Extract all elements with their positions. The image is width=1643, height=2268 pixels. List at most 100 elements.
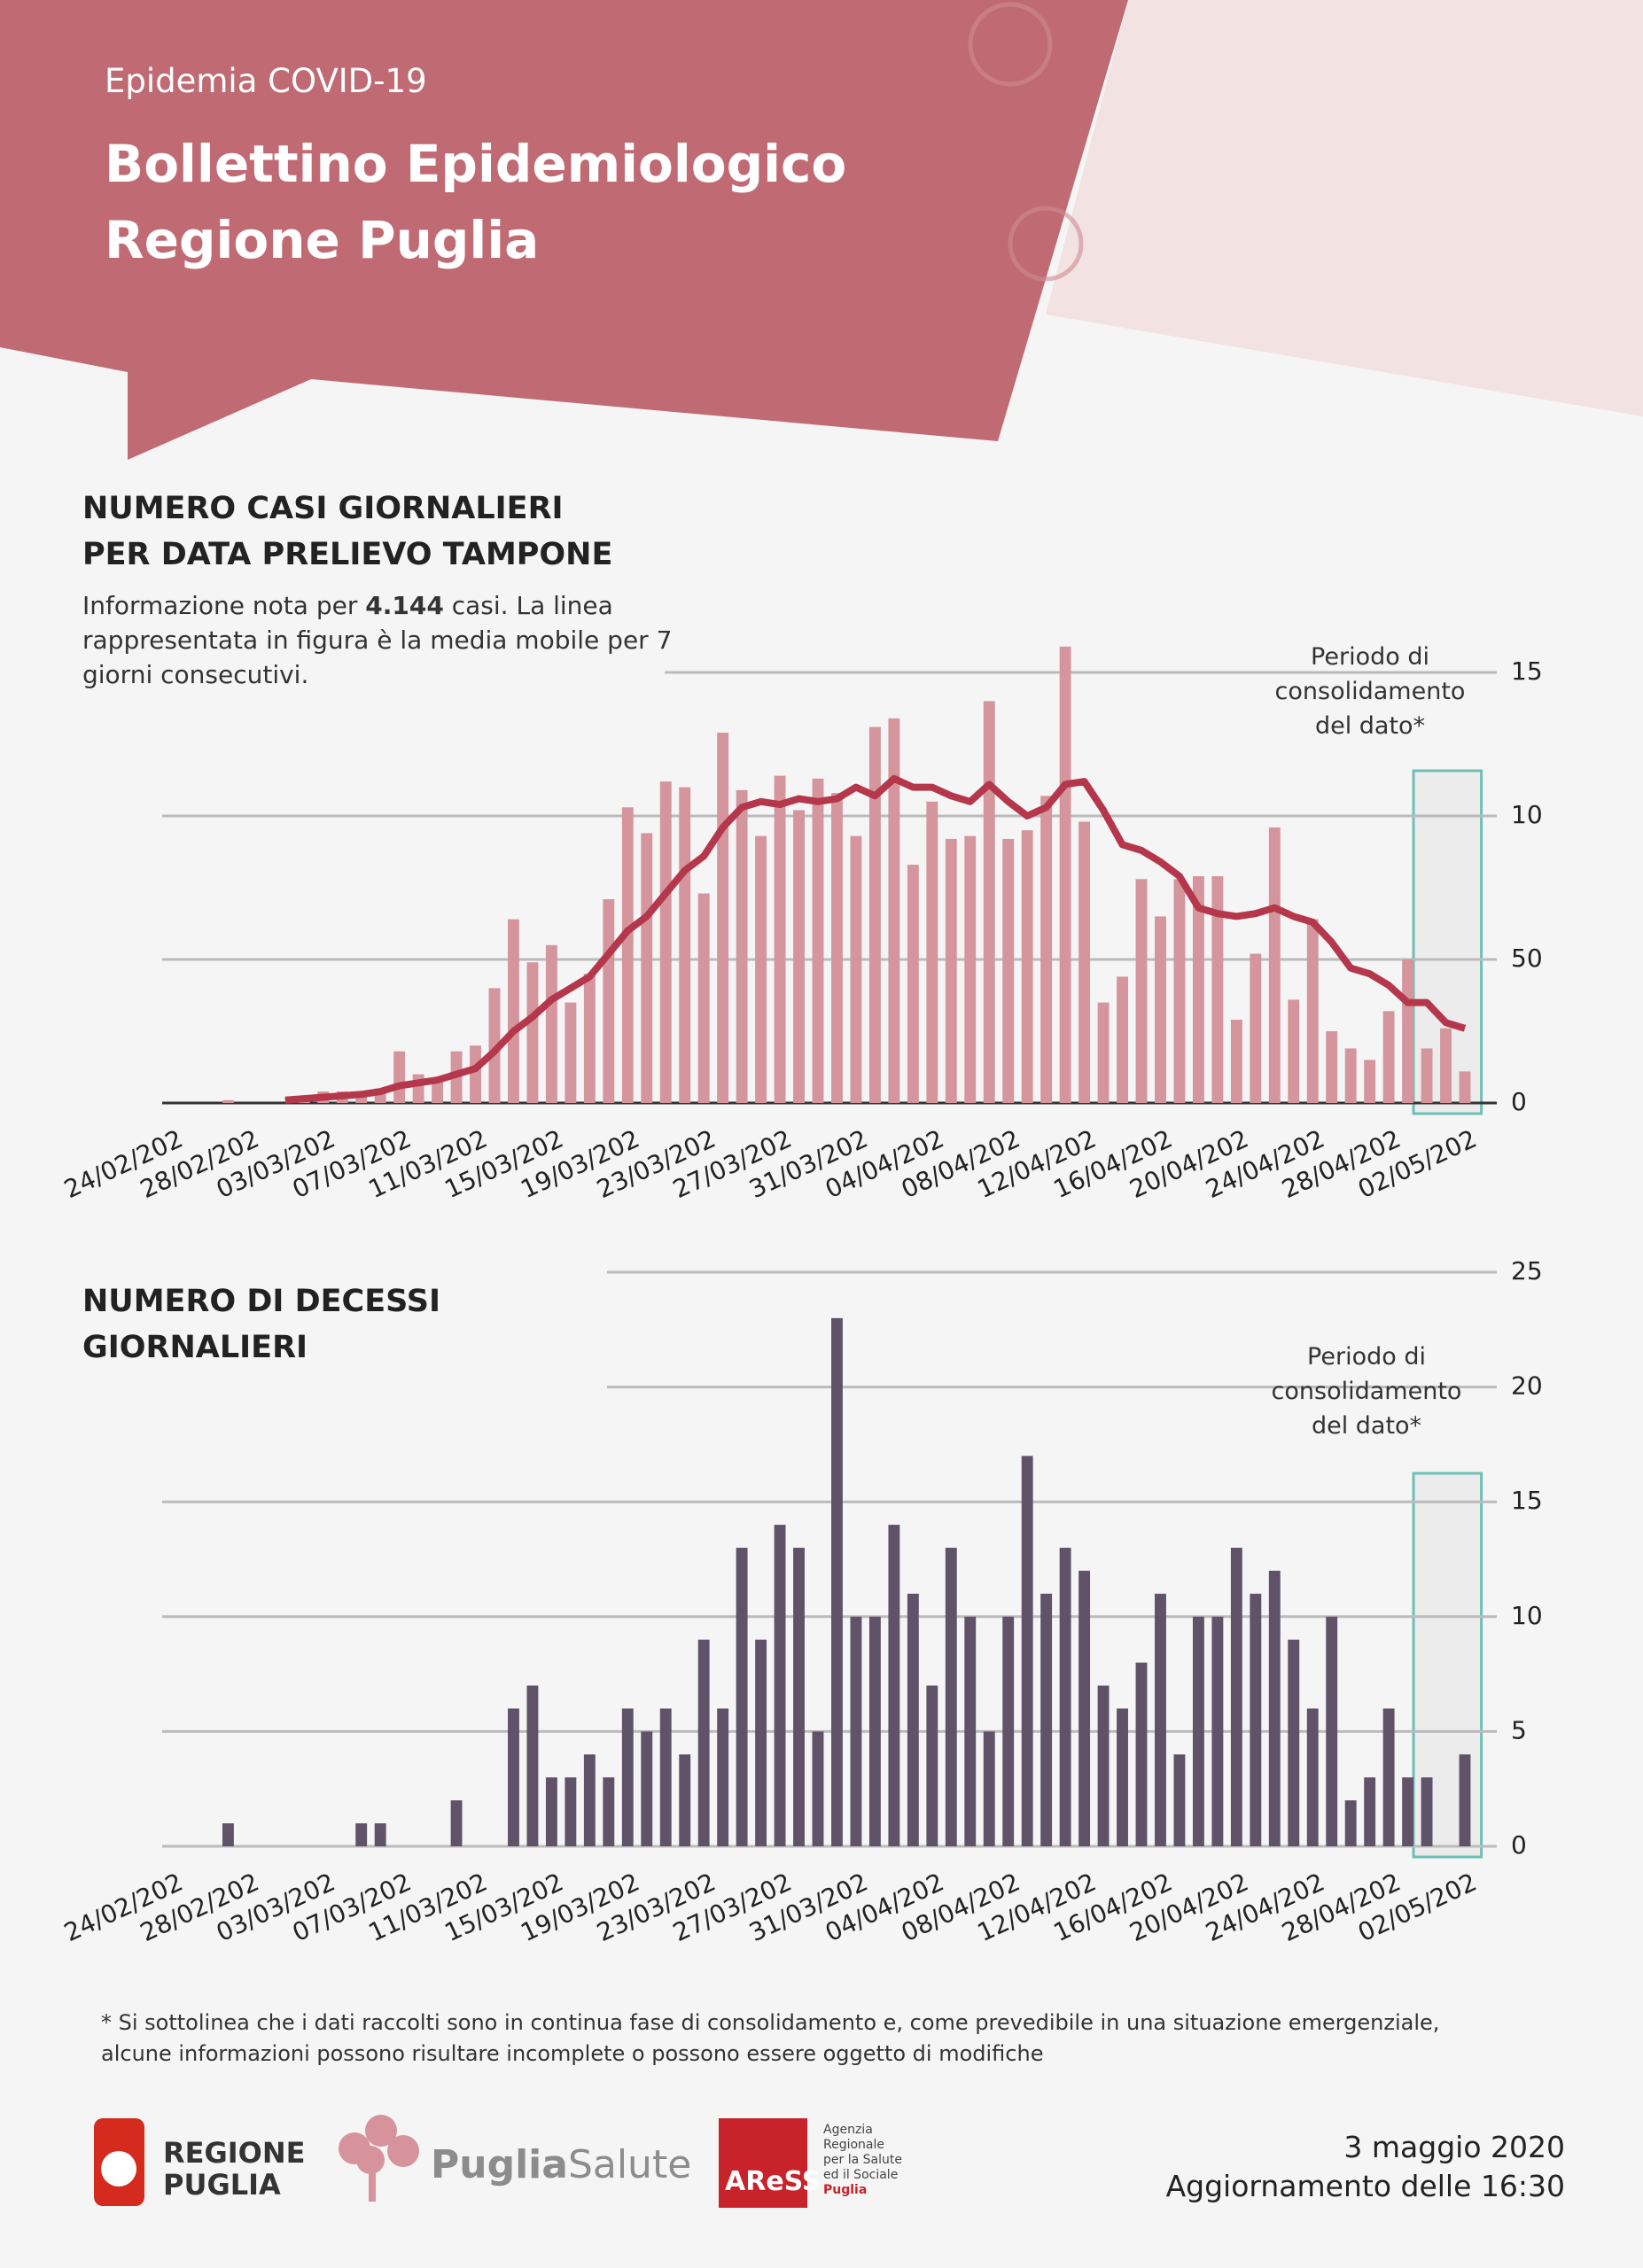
aress-name: Agenzia Regionale per la Salute ed il Socia… — [823, 2123, 902, 2198]
annotation-line: Periodo di — [1307, 1343, 1426, 1371]
bar — [1440, 1028, 1452, 1103]
bar — [907, 1593, 919, 1846]
annotation-line: del dato* — [1311, 1412, 1422, 1440]
bar — [755, 835, 767, 1103]
bar — [355, 1823, 368, 1846]
bar — [736, 1548, 748, 1846]
annotation: Periodo di consolidamento del dato* — [1264, 640, 1476, 743]
bar — [755, 1639, 767, 1846]
bar — [393, 1051, 406, 1103]
bar — [831, 1317, 843, 1846]
bar — [1173, 1754, 1186, 1846]
y-tick-label: 15 — [1511, 1486, 1543, 1515]
bar — [888, 1525, 900, 1846]
bar — [222, 1099, 234, 1103]
bar — [1306, 1708, 1319, 1846]
y-tick-label: 0 — [1511, 1830, 1527, 1860]
region-logo-text: REGIONE PUGLIA — [163, 2137, 306, 2201]
bar — [1078, 821, 1091, 1103]
logo-part: Salute — [567, 2142, 692, 2187]
bar — [888, 718, 900, 1103]
bar — [1250, 953, 1262, 1103]
bar — [1021, 1456, 1033, 1846]
title-line: NUMERO CASI GIORNALIERI — [82, 491, 564, 526]
subtitle-part: Informazione nota per — [82, 591, 366, 620]
title-line: NUMERO DI DECESSI — [82, 1284, 441, 1319]
bar — [355, 1097, 368, 1103]
bar — [1211, 1616, 1224, 1846]
bar — [1230, 1020, 1242, 1103]
bar — [850, 835, 862, 1103]
bar — [679, 1754, 691, 1846]
note-line: * Si sottolinea che i dati raccolti sono… — [101, 2010, 1440, 2035]
tree-logo — [339, 2115, 419, 2202]
logo-line: Puglia — [823, 2183, 868, 2197]
bar — [450, 1800, 463, 1846]
update: Aggiornamento delle 16:30 — [1165, 2169, 1565, 2203]
kicker: Epidemia COVID-19 — [105, 62, 427, 100]
chart-subtitle: Informazione nota per 4.144 casi. La lin… — [82, 588, 685, 692]
bar — [964, 1616, 977, 1846]
bar — [1268, 1570, 1281, 1846]
bar — [964, 835, 977, 1103]
bar — [868, 726, 881, 1103]
date-block: 3 maggio 2020 Aggiornamento delle 16:30 — [1166, 2128, 1565, 2206]
bar — [850, 1616, 862, 1846]
title-line: Regione Puglia — [105, 210, 540, 270]
title-line: PER DATA PRELIEVO TAMPONE — [82, 537, 613, 572]
logo-part: Puglia — [431, 2142, 568, 2187]
y-tick-label: 0 — [1511, 1087, 1527, 1116]
bar — [603, 898, 615, 1103]
moving-average-line — [284, 774, 1467, 1104]
bar — [603, 1777, 615, 1846]
bar — [793, 810, 805, 1103]
bar — [926, 801, 938, 1103]
bar — [1421, 1048, 1433, 1103]
date: 3 maggio 2020 — [1343, 2130, 1565, 2164]
logo-line: REGIONE — [163, 2136, 306, 2170]
bar — [526, 1685, 539, 1846]
bar — [1230, 1548, 1242, 1846]
bar — [659, 1708, 672, 1846]
annotation-line: consolidamento — [1274, 678, 1466, 705]
bar — [1364, 1060, 1376, 1103]
bar — [1306, 919, 1319, 1103]
bar — [1173, 879, 1186, 1103]
bar — [1078, 1570, 1091, 1846]
annotation-line: consolidamento — [1271, 1378, 1462, 1405]
bar — [774, 775, 786, 1103]
y-tick-label: 10 — [1511, 1601, 1543, 1630]
bar — [1002, 838, 1015, 1103]
bar — [1344, 1800, 1357, 1846]
bar — [526, 962, 539, 1103]
bar — [679, 787, 691, 1103]
bar — [1135, 1662, 1148, 1846]
bar — [1040, 796, 1053, 1103]
bar — [374, 1823, 386, 1846]
virus-icon — [968, 2, 1084, 282]
bar — [1097, 1002, 1110, 1103]
logo-line: per la Salute — [823, 2153, 902, 2167]
bar — [1382, 1011, 1395, 1103]
logo-line: ed il Sociale — [823, 2168, 899, 2182]
main-title: Bollettino Epidemiologico Regione Puglia — [105, 126, 846, 278]
bar — [774, 1525, 786, 1846]
bar — [432, 1080, 444, 1103]
bar — [717, 733, 729, 1103]
bar — [222, 1823, 234, 1846]
bar — [1459, 1754, 1471, 1846]
emblem-center — [101, 2151, 136, 2186]
bar — [565, 1777, 577, 1846]
bar — [1002, 1616, 1015, 1846]
bar — [1040, 1593, 1053, 1846]
chart-title: NUMERO CASI GIORNALIERI PER DATA PRELIEVO… — [82, 485, 612, 578]
bar — [1326, 1031, 1338, 1103]
bar — [545, 944, 557, 1103]
bar — [1364, 1777, 1376, 1846]
bar — [583, 1754, 596, 1846]
bar — [1021, 830, 1033, 1103]
bar — [488, 988, 501, 1103]
bar — [697, 893, 710, 1103]
